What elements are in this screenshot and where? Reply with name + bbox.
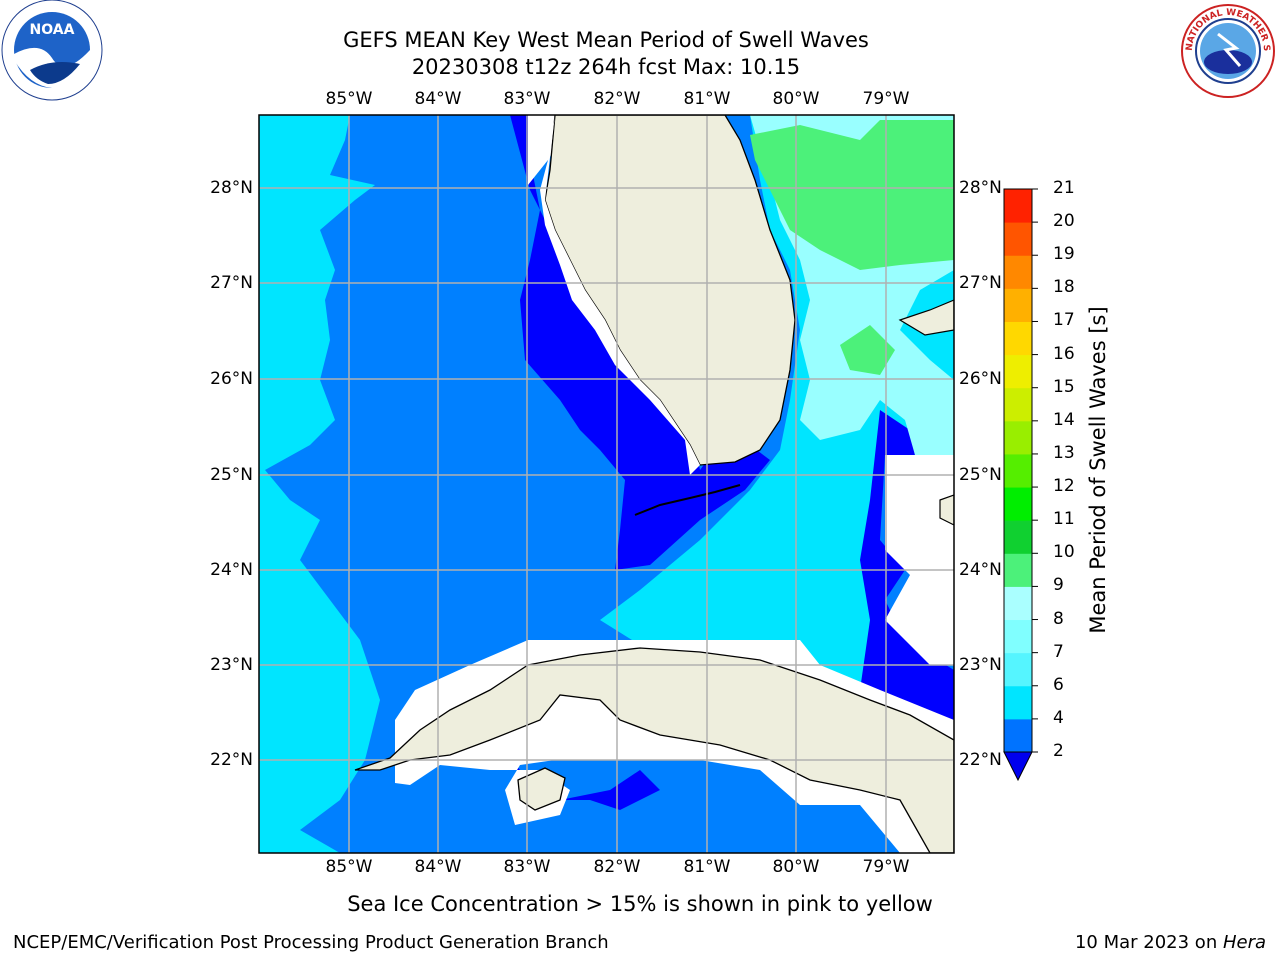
colorbar-tick-label-3: 7 xyxy=(1053,641,1064,662)
colorbar-segment-15 xyxy=(1004,222,1032,256)
noaa-logo-text: NOAA xyxy=(30,22,75,38)
lat-label-left-28n: 28°N xyxy=(210,178,253,198)
colorbar-segment-13 xyxy=(1004,288,1032,322)
colorbar-tick-label-11: 15 xyxy=(1053,376,1075,397)
colorbar-segment-11 xyxy=(1004,354,1032,389)
colorbar-tick-label-1: 4 xyxy=(1053,707,1064,728)
colorbar-tick-label-17: 21 xyxy=(1053,178,1075,198)
lat-label-left-25n: 25°N xyxy=(210,465,253,485)
bahamas-land-andros xyxy=(939,494,954,526)
colorbar-tick-label-5: 9 xyxy=(1053,575,1064,596)
lon-label-bottom-79w: 79°W xyxy=(862,857,910,877)
lat-label-right-25n: 25°N xyxy=(959,465,1002,485)
swell-band-9-10 xyxy=(750,120,954,270)
colorbar-tick-label-9: 13 xyxy=(1053,442,1075,463)
florida-no-data-margin xyxy=(540,115,700,475)
credit-date: 10 Mar 2023 on xyxy=(1074,932,1223,953)
lon-label-top-85w: 85°W xyxy=(325,89,373,109)
lat-label-right-22n: 22°N xyxy=(959,750,1002,770)
lat-label-right-26n: 26°N xyxy=(959,369,1002,389)
map-gridlines xyxy=(259,115,954,853)
lon-label-bottom-81w: 81°W xyxy=(683,857,731,877)
lat-label-right-27n: 27°N xyxy=(959,273,1002,293)
colorbar-segment-1 xyxy=(1004,685,1032,720)
colorbar-segment-3 xyxy=(1004,619,1032,654)
colorbar-segment-4 xyxy=(1004,586,1032,621)
colorbar-tick-label-7: 11 xyxy=(1053,509,1075,530)
colorbar-tick-label-0: 2 xyxy=(1053,741,1064,761)
noaa-logo: NOAA xyxy=(1,0,103,101)
colorbar-tick-label-10: 14 xyxy=(1053,409,1075,430)
map-frame xyxy=(258,114,955,854)
colorbar-tick-label-13: 17 xyxy=(1053,310,1075,331)
colorbar-segment-5 xyxy=(1004,553,1032,587)
map-title: GEFS MEAN Key West Mean Period of Swell … xyxy=(343,28,869,52)
lon-label-top-80w: 80°W xyxy=(772,89,820,109)
lat-label-left-24n: 24°N xyxy=(210,560,253,580)
colorbar-segment-8 xyxy=(1004,453,1032,488)
lat-label-left-26n: 26°N xyxy=(210,369,253,389)
colorbar-tick-label-2: 6 xyxy=(1053,674,1064,695)
colorbar-tick-label-12: 16 xyxy=(1053,343,1075,364)
lon-label-top-82w: 82°W xyxy=(593,89,641,109)
colorbar-segment-9 xyxy=(1004,420,1032,455)
colorbar-segment-10 xyxy=(1004,387,1032,422)
colorbar-tick-label-6: 10 xyxy=(1053,542,1075,563)
lon-label-top-83w: 83°W xyxy=(503,89,551,109)
sea-ice-note: Sea Ice Concentration > 15% is shown in … xyxy=(347,892,933,916)
colorbar-tick-label-4: 8 xyxy=(1053,608,1064,629)
no-data-area xyxy=(528,115,560,185)
map-contours xyxy=(259,115,954,853)
swell-band-9-10-patch xyxy=(840,325,895,375)
lon-label-top-84w: 84°W xyxy=(414,89,462,109)
colorbar-tick-label-16: 20 xyxy=(1053,211,1075,232)
lon-label-top-79w: 79°W xyxy=(862,89,910,109)
florida-keys xyxy=(634,484,741,516)
swell-band-2-4-west-coast xyxy=(510,115,770,570)
bahamas-land-north xyxy=(898,299,954,336)
lat-label-left-27n: 27°N xyxy=(210,273,253,293)
colorbar-segment-12 xyxy=(1004,321,1032,356)
colorbar-segment-6 xyxy=(1004,520,1032,554)
colorbar-tick-label-15: 19 xyxy=(1053,244,1075,265)
colorbar-tick-label-8: 12 xyxy=(1053,476,1075,497)
lon-label-bottom-84w: 84°W xyxy=(414,857,462,877)
lat-label-left-22n: 22°N xyxy=(210,750,253,770)
colorbar-tick-label-14: 18 xyxy=(1053,277,1075,298)
lon-label-bottom-83w: 83°W xyxy=(503,857,551,877)
credit-left: NCEP/EMC/Verification Post Processing Pr… xyxy=(13,932,609,953)
colorbar-segment-14 xyxy=(1004,255,1032,289)
lon-label-bottom-82w: 82°W xyxy=(593,857,641,877)
colorbar-segment-2 xyxy=(1004,652,1032,687)
colorbar-segment-7 xyxy=(1004,487,1032,521)
colorbar-segment-0 xyxy=(1004,718,1032,753)
colorbar-frame xyxy=(1003,188,1033,753)
colorbar-extend-arrow xyxy=(1003,751,1033,782)
lat-label-right-23n: 23°N xyxy=(959,655,1002,675)
colorbar-label: Mean Period of Swell Waves [s] xyxy=(1086,306,1110,634)
lat-label-left-23n: 23°N xyxy=(210,655,253,675)
lat-label-right-28n: 28°N xyxy=(959,178,1002,198)
credit-right: 10 Mar 2023 on Hera xyxy=(1075,932,1266,953)
lat-label-right-24n: 24°N xyxy=(959,560,1002,580)
nws-logo: NATIONAL WEATHER SERVICE xyxy=(1178,4,1275,98)
lon-label-top-81w: 81°W xyxy=(683,89,731,109)
colorbar xyxy=(1003,188,1038,782)
no-data-bahamas xyxy=(885,455,954,665)
isla-de-la-juventud xyxy=(517,767,566,811)
credit-host: Hera xyxy=(1222,932,1266,953)
lon-label-bottom-85w: 85°W xyxy=(325,857,373,877)
colorbar-segment-16 xyxy=(1004,189,1032,223)
lon-label-bottom-80w: 80°W xyxy=(772,857,820,877)
map-subtitle: 20230308 t12z 264h fcst Max: 10.15 xyxy=(411,55,801,79)
